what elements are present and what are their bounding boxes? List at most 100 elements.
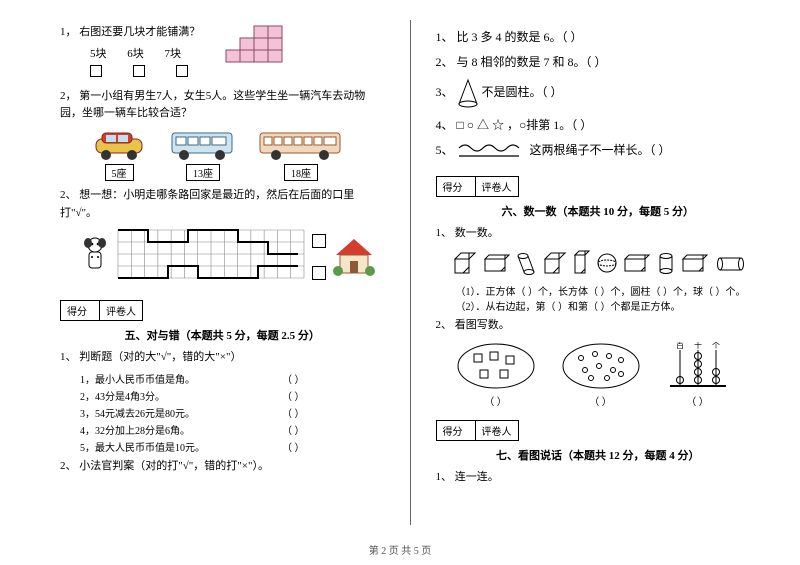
abacus-icon: 百十个 [666, 342, 730, 390]
s6-q1-num: 1、 [436, 227, 453, 239]
s6-q1: 1、 数一数。 [436, 225, 761, 243]
r3: 3、 不是圆柱。（ ） [436, 78, 761, 108]
q2-num: 2， [60, 90, 77, 102]
s6-line2: （2）．从右边起，第（ ）和第（ ）个都是正方体。 [456, 298, 761, 313]
s5-q1-num: 1、 [60, 351, 77, 363]
oval-2-paren: （ ） [561, 393, 641, 408]
worksheet-page: 1， 右图还要几块才能铺满？ 5块 6块 7块 2， 第一小 [0, 0, 800, 535]
ropes-icon [457, 142, 527, 160]
r4: 4、 □ ○ △ ☆ ，○排第 1。（ ） [436, 116, 761, 133]
q1: 1， 右图还要几块才能铺满？ 5块 6块 7块 [60, 24, 385, 84]
ovals-row: （ ） （ ） [456, 342, 761, 408]
q3-num: 2、 [60, 189, 77, 201]
r1: 1、 比 3 多 4 的数是 6。（ ） [436, 28, 761, 45]
q3: 2、 想一想：小明走哪条路回家是最近的，然后在后面的口里打"√"。 [60, 187, 385, 222]
q1-opt-2: 6块 [127, 48, 144, 60]
r1-num: 1、 [436, 30, 454, 44]
solids-row [451, 249, 761, 279]
q2-text: 第一小组有男生7人，女生5人。这些学生坐一辆汽车去动物园，坐哪一辆车比较合适？ [60, 90, 365, 120]
q3-text: 想一想：小明走哪条路回家是最近的，然后在后面的口里打"√"。 [60, 189, 354, 219]
left-column: 1， 右图还要几块才能铺满？ 5块 6块 7块 2， 第一小 [60, 20, 385, 525]
boy-icon [80, 235, 110, 279]
score-box-7: 得分 评卷人 [436, 420, 519, 441]
svg-text:十: 十 [694, 342, 702, 350]
bus-icon [258, 129, 344, 161]
q1-text: 右图还要几块才能铺满？ [79, 26, 200, 38]
path-grid-icon [116, 228, 306, 286]
q1-box-3[interactable] [176, 65, 188, 77]
path-box-1[interactable] [312, 234, 326, 248]
grader-label-6: 评卷人 [476, 177, 518, 196]
q2: 2， 第一小组有男生7人，女生5人。这些学生坐一辆汽车去动物园，坐哪一辆车比较合… [60, 88, 385, 123]
tf-list: 1，最小人民币币值是角。（ ） 2，43分是4角3分。（ ） 3，54元减去26… [60, 371, 385, 454]
q1-box-1[interactable] [90, 65, 102, 77]
oval-1-paren: （ ） [456, 393, 536, 408]
vehicle-bus: 18座 [258, 129, 344, 181]
vehicles-row: 5座 13座 [90, 129, 385, 181]
q1-opt-1: 5块 [90, 48, 107, 60]
s6-line1: （1）．正方体（ ）个，长方体（ ）个，圆柱（ ）个，球（ ）个。 [456, 283, 761, 298]
tf-4: 4，32分加上28分是6角。 [80, 426, 190, 437]
oval-1-icon [456, 342, 536, 390]
s5-q1-text: 判断题（对的大"√"，错的大"×"） [79, 351, 241, 363]
tf-3: 3，54元减去26元是80元。 [80, 409, 195, 420]
score-label-6: 得分 [437, 177, 476, 196]
score-box-5: 得分 评卷人 [60, 300, 143, 321]
r4-text: □ ○ △ ☆ ，○排第 1。（ ） [457, 118, 593, 132]
bus-label: 18座 [284, 164, 318, 181]
r3-text: 不是圆柱。（ ） [482, 85, 563, 99]
vehicle-minibus: 13座 [168, 129, 238, 181]
path-grid-row [80, 228, 385, 286]
s5-q2: 2、 小法官判案（对的打"√"，错的打"×"）。 [60, 458, 385, 476]
r5: 5、 这两根绳子不一样长。（ ） [436, 141, 761, 160]
section7-title: 七、看图说话（本题共 12 分，每题 4 分） [436, 447, 761, 463]
tf-1: 1，最小人民币币值是角。 [80, 375, 195, 386]
s5-q2-text: 小法官判案（对的打"√"，错的打"×"）。 [79, 460, 269, 472]
section6-title: 六、数一数（本题共 10 分，每题 5 分） [436, 203, 761, 219]
grader-label: 评卷人 [100, 301, 142, 320]
r5-num: 5、 [436, 143, 454, 157]
s6-q2: 2、 看图写数。 [436, 317, 761, 335]
svg-text:百: 百 [676, 342, 684, 350]
oval-2-icon [561, 342, 641, 390]
svg-text:个: 个 [712, 342, 720, 350]
grader-label-7: 评卷人 [476, 421, 518, 440]
abacus-paren: （ ） [666, 393, 730, 408]
car-icon [90, 129, 148, 161]
q1-grid-icon [210, 24, 288, 66]
cone-icon [457, 78, 479, 108]
tf-5: 5，最大人民币币值是10元。 [80, 443, 205, 454]
score-label: 得分 [61, 301, 100, 320]
minibus-label: 13座 [186, 164, 220, 181]
s7-q1-num: 1、 [436, 471, 453, 483]
section5-title: 五、对与错（本题共 5 分，每题 2.5 分） [60, 327, 385, 343]
tf-2: 2，43分是4角3分。 [80, 392, 165, 403]
oval-1: （ ） [456, 342, 536, 408]
solids-icon [451, 249, 751, 279]
s7-q1-text: 连一连。 [455, 471, 499, 483]
score-box-6: 得分 评卷人 [436, 176, 519, 197]
abacus: 百 十 个 （ ） [666, 342, 730, 408]
q1-opt-3: 7块 [165, 48, 182, 60]
s5-q1: 1、 判断题（对的大"√"，错的大"×"） [60, 349, 385, 367]
r2-num: 2、 [436, 55, 454, 69]
r1-text: 比 3 多 4 的数是 6。（ ） [457, 30, 583, 44]
page-footer: 第 2 页 共 5 页 [0, 542, 800, 557]
q1-box-2[interactable] [133, 65, 145, 77]
r3-num: 3、 [436, 85, 454, 99]
s5-q2-num: 2、 [60, 460, 77, 472]
path-box-2[interactable] [312, 266, 326, 280]
s6-q2-text: 看图写数。 [455, 319, 510, 331]
house-icon [332, 235, 376, 279]
r4-num: 4、 [436, 118, 454, 132]
score-label-7: 得分 [437, 421, 476, 440]
q1-num: 1， [60, 26, 77, 38]
s6-q2-num: 2、 [436, 319, 453, 331]
oval-2: （ ） [561, 342, 641, 408]
minibus-icon [168, 129, 238, 161]
right-column: 1、 比 3 多 4 的数是 6。（ ） 2、 与 8 相邻的数是 7 和 8。… [436, 20, 761, 525]
r2-text: 与 8 相邻的数是 7 和 8。（ ） [457, 55, 607, 69]
column-divider [410, 20, 411, 525]
car-label: 5座 [105, 164, 134, 181]
s6-q1-text: 数一数。 [455, 227, 499, 239]
